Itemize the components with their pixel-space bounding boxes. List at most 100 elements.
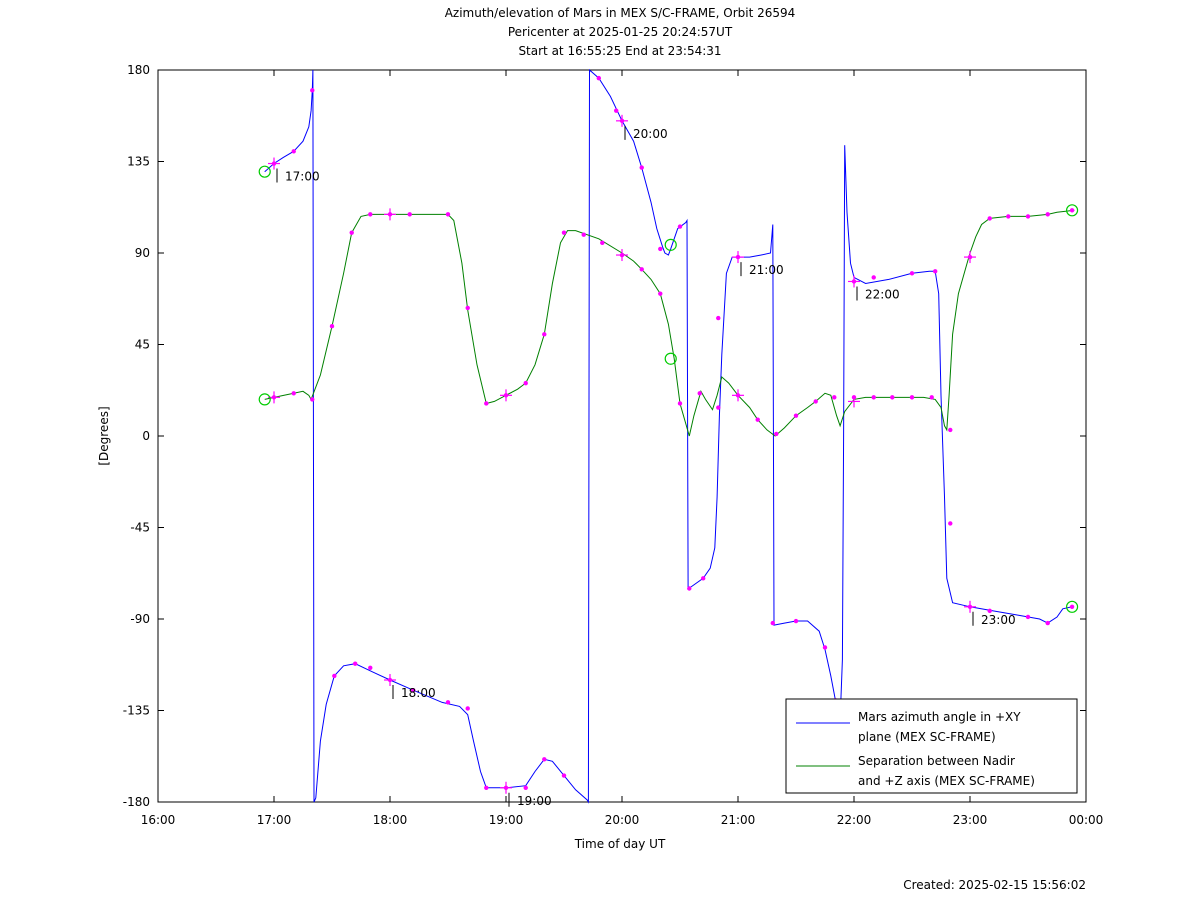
x-tick-labels: 16:00 17:00 18:00 19:00 20:00 21:00 22:00 23:00… (141, 813, 1104, 827)
start-end-circle-marker (258, 165, 271, 178)
data-point-marker (407, 212, 412, 217)
data-point-marker (310, 397, 315, 402)
data-point-marker (1006, 214, 1011, 219)
data-point-marker (639, 267, 644, 272)
data-point-marker (793, 618, 799, 624)
y-tick-label: -135 (123, 704, 150, 718)
hour-annotation-label: 17:00 (285, 170, 320, 184)
data-point-marker (484, 785, 489, 790)
y-tick-label: -45 (130, 521, 150, 535)
data-point-marker (948, 521, 953, 526)
legend-label-azimuth-line-1: Mars azimuth angle in +XY (858, 710, 1021, 724)
y-axis-label: [Degrees] (97, 406, 111, 465)
data-point-marker (909, 395, 915, 400)
data-point-marker (909, 271, 915, 276)
x-tick-label: 20:00 (605, 813, 640, 827)
data-point-marker (677, 401, 683, 406)
data-point-marker (871, 275, 876, 280)
series-layer (264, 68, 1075, 804)
marker-layer (258, 75, 1079, 794)
hour-annotation-label: 21:00 (749, 263, 784, 277)
data-point-marker (1025, 214, 1031, 219)
data-point-marker (987, 608, 992, 614)
data-point-marker (774, 431, 779, 437)
data-point-marker (1069, 604, 1075, 609)
created-footer: Created: 2025-02-15 15:56:02 (903, 878, 1086, 892)
legend: Mars azimuth angle in +XY plane (MEX SC-… (785, 698, 1078, 794)
y-tick-label: -180 (123, 795, 150, 809)
data-point-marker (813, 399, 818, 404)
series-line-azimuth (264, 68, 1073, 804)
data-point-marker (332, 673, 337, 679)
data-point-marker (291, 149, 296, 154)
data-point-marker (697, 391, 702, 396)
title-line-2: Pericenter at 2025-01-25 20:24:57UT (508, 25, 733, 39)
data-point-marker (484, 401, 489, 406)
data-point-marker (658, 246, 663, 252)
data-point-marker (353, 661, 358, 666)
data-point-marker (368, 212, 373, 217)
data-point-marker (310, 88, 315, 93)
data-point-marker (822, 645, 828, 650)
data-point-marker (596, 75, 601, 81)
legend-label-separation-line-1: Separation between Nadir (858, 754, 1015, 768)
title-line-1: Azimuth/elevation of Mars in MEX S/C-FRA… (445, 6, 796, 20)
x-tick-label: 18:00 (373, 813, 408, 827)
data-point-marker (677, 224, 683, 229)
hour-annotation-label: 23:00 (981, 613, 1016, 627)
data-point-marker (523, 785, 528, 790)
data-point-marker (542, 332, 547, 337)
y-tick-label: 180 (127, 63, 150, 77)
title-line-3: Start at 16:55:25 End at 23:54:31 (518, 44, 721, 58)
x-tick-label: 22:00 (837, 813, 872, 827)
data-point-marker (687, 586, 692, 591)
data-point-marker (600, 240, 605, 246)
data-point-marker (871, 395, 876, 400)
data-point-marker (890, 395, 895, 400)
start-end-circle-marker (664, 238, 677, 251)
data-point-marker (561, 230, 567, 235)
data-point-marker (832, 395, 837, 400)
data-point-marker (701, 576, 706, 581)
hour-annotation-label: 19:00 (517, 794, 552, 808)
start-end-circle-marker (258, 393, 271, 406)
data-point-marker (368, 665, 373, 670)
data-point-marker (614, 108, 619, 113)
start-end-circle-marker (664, 352, 677, 365)
data-point-marker (755, 417, 760, 422)
x-tick-label: 00:00 (1069, 813, 1104, 827)
y-tick-label: 0 (142, 429, 150, 443)
data-point-marker (523, 380, 528, 386)
data-point-marker (445, 700, 451, 705)
axis-ticks (157, 69, 1087, 803)
hour-annotation-label: 22:00 (865, 287, 900, 301)
legend-box (785, 698, 1078, 794)
data-point-marker (542, 757, 547, 762)
data-point-marker (929, 395, 934, 400)
data-point-marker (445, 212, 451, 217)
data-point-marker (1069, 208, 1075, 213)
legend-label-azimuth-line-2: plane (MEX SC-FRAME) (858, 730, 996, 744)
data-point-marker (933, 269, 938, 274)
start-end-circle-marker (1065, 600, 1079, 613)
chart-title: Azimuth/elevation of Mars in MEX S/C-FRA… (445, 6, 796, 58)
hour-annotation-label: 18:00 (401, 686, 436, 700)
data-point-marker (411, 687, 416, 693)
y-tick-label: 90 (135, 246, 150, 260)
data-point-marker (639, 165, 644, 170)
y-tick-label: 45 (135, 338, 150, 352)
data-point-marker (658, 291, 663, 296)
data-point-marker (948, 427, 953, 433)
start-end-circle-marker (1065, 204, 1079, 217)
x-tick-label: 21:00 (721, 813, 756, 827)
x-axis-label: Time of day UT (574, 837, 666, 851)
data-point-marker (581, 232, 586, 237)
y-tick-labels: -180 -135 -90 -45 0 45 90 135 180 (123, 63, 150, 809)
x-tick-label: 16:00 (141, 813, 176, 827)
series-line-separation (264, 209, 1075, 437)
x-tick-label: 23:00 (953, 813, 988, 827)
data-point-marker (1025, 614, 1031, 620)
data-point-marker (716, 315, 721, 321)
data-point-marker (1045, 212, 1050, 217)
